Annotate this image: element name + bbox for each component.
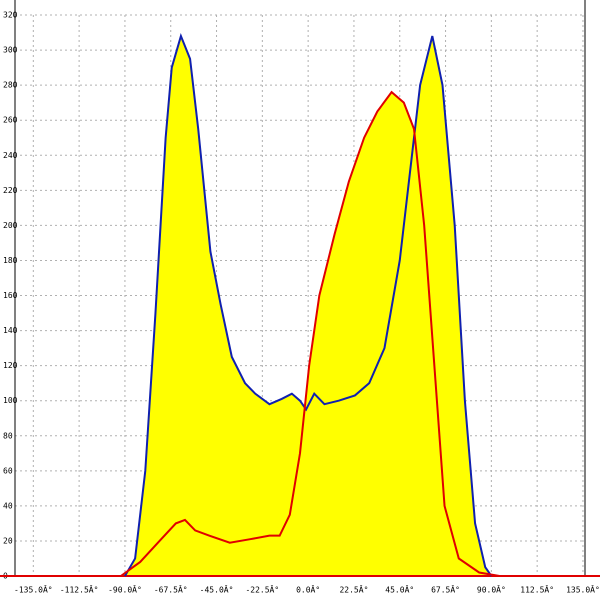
y-tick-label: 240	[3, 151, 18, 160]
x-tick-label: 112.5Â°	[520, 584, 554, 595]
y-tick-label: 60	[3, 466, 13, 475]
y-tick-label: 100	[3, 396, 18, 405]
x-tick-label: -67.5Â°	[154, 584, 188, 595]
x-tick-label: -45.0Â°	[200, 584, 234, 595]
y-tick-label: 140	[3, 326, 18, 335]
y-tick-label: 120	[3, 361, 18, 370]
x-tick-label: 67.5Â°	[431, 584, 460, 595]
y-tick-label: 20	[3, 536, 13, 545]
x-tick-label: 90.0Â°	[477, 584, 506, 595]
y-tick-label: 40	[3, 501, 13, 510]
x-tick-label: 45.0Â°	[385, 584, 414, 595]
x-tick-label: -90.0Â°	[108, 584, 142, 595]
x-tick-label: -112.5Â°	[60, 584, 99, 595]
y-tick-label: 220	[3, 186, 18, 195]
y-tick-label: 160	[3, 291, 18, 300]
y-tick-label: 280	[3, 81, 18, 90]
y-tick-label: 320	[3, 11, 18, 20]
y-tick-label: 80	[3, 431, 13, 440]
x-tick-label: 22.5Â°	[339, 584, 368, 595]
x-tick-label: -135.0Â°	[14, 584, 53, 595]
line	[120, 90, 500, 577]
x-tick-label: 135.0Â°	[566, 584, 600, 595]
y-tick-label: 180	[3, 256, 18, 265]
line	[124, 32, 493, 577]
y-tick-label: 260	[3, 116, 18, 125]
x-tick-label: -22.5Â°	[245, 584, 279, 595]
x-tick-label: 0.0Â°	[296, 584, 320, 595]
y-tick-label: 200	[3, 221, 18, 230]
y-tick-label: 300	[3, 46, 18, 55]
